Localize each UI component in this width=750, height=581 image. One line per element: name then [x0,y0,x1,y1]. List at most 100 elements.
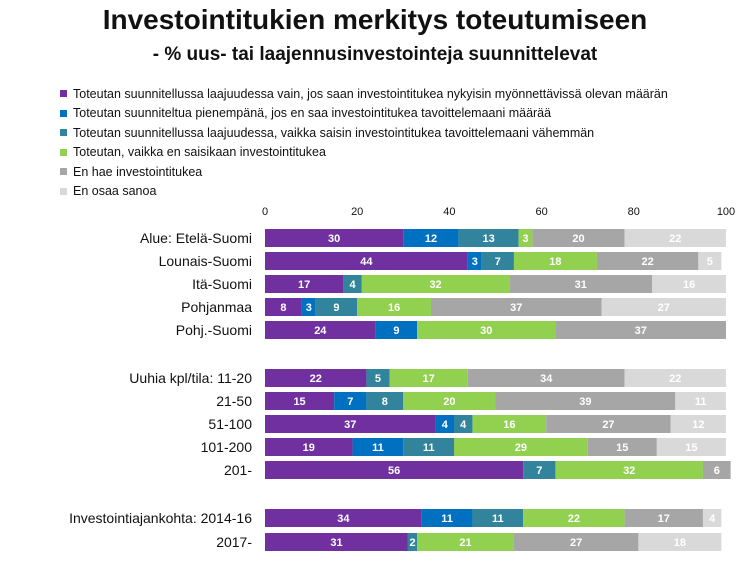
bar-segment [518,229,533,247]
bar-segment [656,438,726,456]
bar-value-label: 16 [388,302,400,314]
bar-value-label: 27 [658,302,670,314]
category-label: 21-50 [216,393,252,409]
bar-value-label: 22 [642,256,654,268]
bar-value-label: 17 [658,513,670,525]
bar-value-label: 24 [314,325,327,337]
bar-value-label: 3 [522,233,528,245]
bar-segment [375,321,418,339]
bar-value-label: 17 [298,279,310,291]
legend-swatch [60,129,67,137]
bar-segment [546,415,671,433]
bar-value-label: 4 [709,513,716,525]
bar-segment [301,298,316,316]
bar-segment [265,369,367,387]
bar-value-label: 32 [623,465,635,477]
x-tick-label: 40 [443,206,455,218]
x-tick-label: 100 [717,206,735,218]
category-label: Alue: Etelä-Suomi [140,230,252,246]
bar-segment [265,229,404,247]
bar-value-label: 12 [692,419,704,431]
bar-value-label: 29 [515,442,527,454]
bar-segment [523,509,625,527]
bar-segment [421,509,473,527]
bar-segment [702,461,731,479]
legend-item: Toteutan suunnitellussa laajuudessa vain… [60,84,668,104]
bar-value-label: 8 [280,302,286,314]
bar-segment [265,392,335,410]
bar-segment [467,252,482,270]
bar-value-label: 16 [503,419,515,431]
legend-item: En osaa sanoa [60,182,668,202]
bar-segment [454,415,473,433]
bar-value-label: 4 [460,419,467,431]
bar-segment [343,275,362,293]
bar-segment [587,438,657,456]
bar-segment [596,252,699,270]
bar-segment [430,298,602,316]
bar-value-label: 11 [441,513,453,525]
category-label: Lounais-Suomi [159,253,252,269]
bar-segment [624,509,703,527]
bar-value-label: 11 [695,396,707,408]
bar-segment [624,229,726,247]
category-label: Pohj.-Suomi [176,322,252,338]
legend-swatch [60,109,67,117]
bar-value-label: 44 [360,256,373,268]
legend-label: Toteutan, vaikka en saisikaan investoint… [73,145,326,160]
bar-segment [417,533,514,551]
bar-value-label: 17 [423,373,435,385]
bar-segment [334,392,367,410]
bar-segment [403,392,496,410]
legend-label: Toteutan suunnitellussa laajuudessa, vai… [73,125,595,140]
category-label: Uuhia kpl/tila: 11-20 [129,370,252,386]
bar-value-label: 21 [459,537,471,549]
bar-segment [357,298,431,316]
bar-value-label: 15 [685,442,697,454]
bar-segment [361,275,510,293]
legend-swatch [60,148,67,156]
bar-segment [265,533,408,551]
bar-segment [407,533,418,551]
bar-value-label: 4 [350,279,357,291]
bar-segment [265,461,524,479]
bar-value-label: 30 [328,233,340,245]
bar-segment [670,415,726,433]
category-label: 51-100 [208,416,252,432]
bar-value-label: 6 [714,465,720,477]
bar-segment [467,369,625,387]
bar-value-label: 9 [393,325,399,337]
bar-value-label: 20 [572,233,584,245]
bar-segment [675,392,726,410]
bar-segment [513,252,597,270]
bar-value-label: 7 [495,256,501,268]
bar-value-label: 31 [575,279,587,291]
bar-value-label: 7 [536,465,542,477]
chart-subtitle: - % uus- tai laajennusinvestointeja suun… [152,44,598,65]
bar-segment [702,509,722,527]
bar-value-label: 11 [492,513,504,525]
bar-segment [265,252,468,270]
bar-value-label: 8 [382,396,388,408]
legend-label: Toteutan suunniteltua pienempänä, jos en… [73,106,552,121]
bar-value-label: 39 [579,396,591,408]
bar-segment [352,438,404,456]
bar-segment [403,229,459,247]
bar-value-label: 15 [616,442,628,454]
bar-segment [624,369,726,387]
bar-value-label: 3 [472,256,478,268]
bar-value-label: 9 [333,302,339,314]
bar-value-label: 22 [669,373,681,385]
bar-value-label: 22 [310,373,322,385]
bar-segment [472,509,524,527]
bar-segment [417,321,556,339]
x-tick-label: 60 [535,206,547,218]
bar-segment [265,275,344,293]
bar-value-label: 22 [669,233,681,245]
legend-swatch [60,168,67,176]
bar-value-label: 27 [602,419,614,431]
bar-value-label: 5 [375,373,381,385]
bar-segment [555,461,703,479]
legend: Toteutan suunnitellussa laajuudessa vain… [60,84,668,201]
bar-segment [555,321,726,339]
